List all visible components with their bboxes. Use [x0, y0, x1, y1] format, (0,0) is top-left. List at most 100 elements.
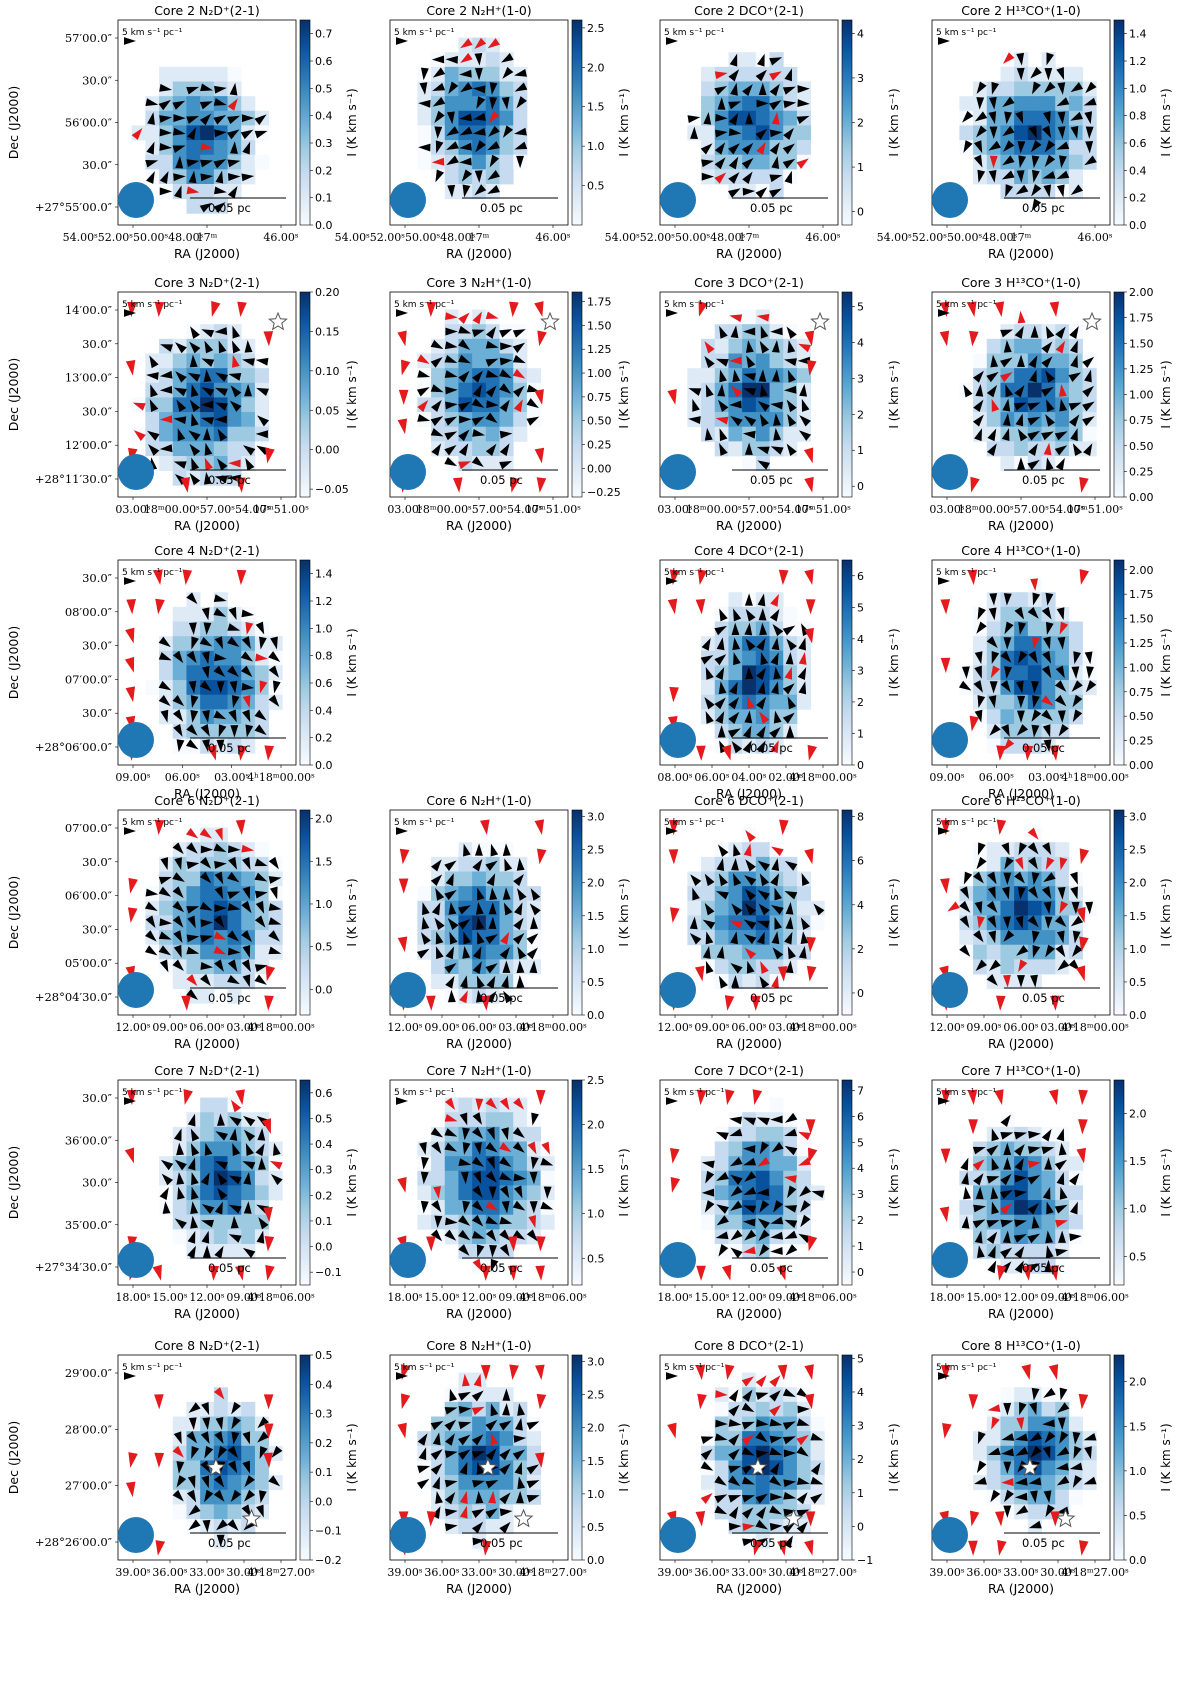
gradient-arrow [758, 82, 767, 96]
heatmap-pixel [1068, 66, 1084, 82]
gradient-arrow [434, 917, 445, 931]
colorbar-tick-label: 1.0 [587, 943, 605, 956]
red-gradient-arrow [695, 598, 706, 615]
beam-ellipse [118, 1242, 154, 1278]
gradient-arrow [718, 681, 727, 695]
gradient-arrow [687, 115, 701, 124]
beam-ellipse [390, 1242, 426, 1278]
colorbar-tick-label: 0.3 [315, 1408, 333, 1421]
heatmap-pixel [701, 368, 716, 384]
gradient-arrow [962, 110, 974, 123]
gradient-arrow [1014, 326, 1024, 339]
gradient-arrow [489, 82, 498, 95]
gradient-arrow [714, 1475, 727, 1486]
gradient-arrow [741, 1476, 755, 1485]
gradient-arrow [1072, 709, 1083, 723]
gradient-arrow [204, 1489, 214, 1503]
gradient-arrow [213, 1475, 225, 1488]
beam-ellipse [932, 182, 968, 218]
gradient-arrow [771, 931, 780, 945]
gradient-arrow [1041, 341, 1053, 354]
red-gradient-arrow [213, 931, 227, 940]
gradient-arrow [959, 944, 971, 957]
x-tick-label: 12.00ˢ [929, 1021, 964, 1034]
gradient-arrow [987, 886, 996, 900]
x-tick-label: 36.00ˢ [152, 1566, 187, 1579]
gradient-arrow [255, 430, 269, 439]
red-gradient-arrow [485, 1097, 498, 1110]
gradient-arrow [227, 159, 241, 168]
gradient-arrow [474, 184, 487, 196]
heatmap-pixel [714, 900, 729, 916]
colorbar-tick-label: 2.0 [587, 61, 605, 74]
red-gradient-arrow [181, 995, 191, 1011]
gradient-arrow [990, 1489, 1001, 1503]
gradient-arrow [1057, 959, 1070, 971]
red-gradient-arrow [1050, 995, 1060, 1011]
gradient-arrow [447, 111, 455, 125]
scale-bar-label: 0.05 pc [750, 201, 793, 215]
heatmap-pixel [241, 1229, 256, 1245]
gradient-arrow [1054, 1159, 1068, 1171]
gradient-arrow [504, 858, 513, 872]
gradient-arrow [975, 1186, 984, 1200]
gradient-arrow [1070, 871, 1078, 885]
gradient-arrow [159, 171, 169, 184]
red-gradient-arrow [987, 1404, 1001, 1413]
red-gradient-arrow [940, 878, 950, 894]
red-gradient-arrow [535, 1265, 545, 1281]
heatmap-pixel [986, 1431, 1001, 1447]
gradient-arrow [1014, 1477, 1028, 1486]
gradient-arrow [786, 638, 797, 651]
gradient-arrow [228, 373, 242, 381]
gradient-arrow [214, 129, 227, 138]
colorbar-tick-label: 1.5 [1129, 1420, 1147, 1433]
gradient-arrow [190, 326, 200, 339]
heatmap-pixel [458, 1519, 473, 1535]
gradient-arrow [1031, 930, 1040, 944]
gradient-arrow [756, 638, 766, 651]
gradient-arrow [742, 1218, 756, 1227]
red-gradient-arrow [804, 627, 814, 644]
gradient-arrow [460, 1171, 469, 1185]
gradient-arrow [977, 169, 986, 183]
colorbar [841, 559, 853, 766]
heatmap-pixel [254, 1475, 270, 1491]
heatmap-pixel [755, 426, 770, 442]
gradient-arrow [963, 384, 973, 398]
red-gradient-arrow [724, 1364, 735, 1380]
heatmap-pixel [1068, 1416, 1084, 1432]
colorbar-tick-label: 3.0 [587, 811, 605, 824]
gradient-arrow [430, 416, 444, 427]
red-gradient-arrow [480, 819, 490, 836]
red-gradient-arrow [804, 848, 814, 865]
red-gradient-arrow [1015, 856, 1024, 870]
gradient-arrow [186, 724, 198, 736]
gradient-arrow [784, 1205, 798, 1213]
gradient-arrow [743, 373, 756, 381]
colorbar [299, 559, 311, 766]
gradient-arrow [173, 930, 183, 943]
heatmap-pixel [783, 871, 798, 887]
colorbar-tick-label: 0.4 [315, 1138, 333, 1151]
gradient-arrow [502, 1403, 511, 1416]
colorbar [571, 19, 583, 226]
heatmap-pixel [145, 680, 160, 696]
gradient-arrow [1017, 140, 1026, 154]
heatmap-pixel [714, 1401, 729, 1417]
gradient-arrow [757, 890, 771, 901]
heatmap-pixel [701, 886, 716, 902]
red-gradient-arrow [968, 1540, 978, 1556]
scale-bar-label: 0.05 pc [208, 473, 251, 487]
red-gradient-arrow [444, 1114, 458, 1122]
y-tick-label: 30.0″ [82, 855, 113, 869]
heatmap-pixel [499, 154, 514, 170]
heatmap-pixel [172, 1229, 187, 1245]
gradient-arrow [783, 1535, 793, 1549]
red-gradient-arrow [397, 1422, 407, 1439]
red-gradient-arrow [263, 331, 274, 347]
gradient-arrow [486, 873, 496, 887]
red-gradient-arrow [752, 1539, 763, 1556]
reference-vector-label: 5 km s⁻¹ pc⁻¹ [664, 300, 725, 310]
gradient-arrow [203, 622, 212, 635]
